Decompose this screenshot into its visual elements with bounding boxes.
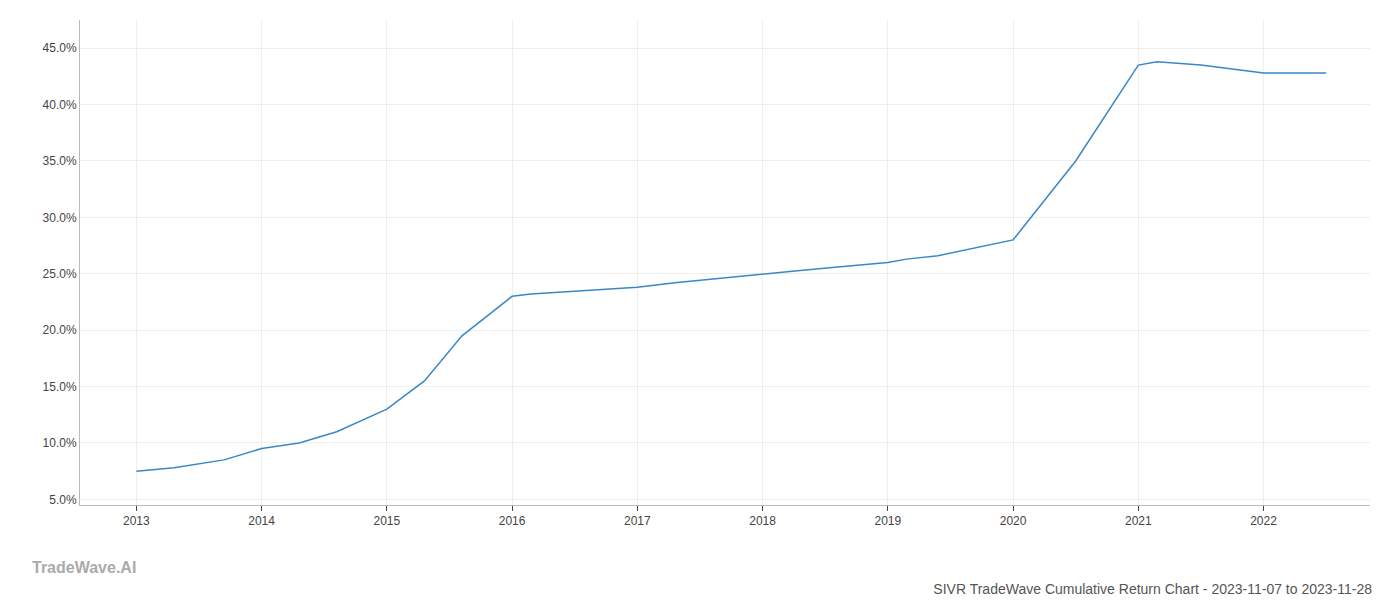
svg-text:2021: 2021 bbox=[1125, 514, 1152, 528]
svg-text:45.0%: 45.0% bbox=[43, 41, 77, 55]
svg-text:2016: 2016 bbox=[499, 514, 526, 528]
svg-text:TradeWave.AI: TradeWave.AI bbox=[32, 559, 136, 576]
svg-text:30.0%: 30.0% bbox=[43, 211, 77, 225]
svg-text:2015: 2015 bbox=[373, 514, 400, 528]
svg-text:2020: 2020 bbox=[1000, 514, 1027, 528]
svg-text:15.0%: 15.0% bbox=[43, 380, 77, 394]
svg-text:25.0%: 25.0% bbox=[43, 267, 77, 281]
svg-text:2018: 2018 bbox=[749, 514, 776, 528]
svg-text:40.0%: 40.0% bbox=[43, 98, 77, 112]
svg-text:20.0%: 20.0% bbox=[43, 323, 77, 337]
svg-text:35.0%: 35.0% bbox=[43, 154, 77, 168]
svg-text:2022: 2022 bbox=[1250, 514, 1277, 528]
svg-text:5.0%: 5.0% bbox=[49, 493, 77, 507]
svg-text:10.0%: 10.0% bbox=[43, 436, 77, 450]
svg-text:2013: 2013 bbox=[123, 514, 150, 528]
svg-text:2019: 2019 bbox=[874, 514, 901, 528]
svg-text:SIVR TradeWave Cumulative Retu: SIVR TradeWave Cumulative Return Chart -… bbox=[933, 581, 1372, 597]
svg-text:2017: 2017 bbox=[624, 514, 651, 528]
svg-text:2014: 2014 bbox=[248, 514, 275, 528]
